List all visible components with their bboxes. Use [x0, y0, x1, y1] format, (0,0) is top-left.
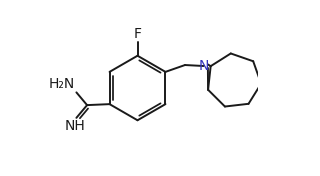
Text: NH: NH: [65, 119, 86, 133]
Text: F: F: [133, 27, 141, 41]
Text: H₂N: H₂N: [49, 77, 75, 91]
Text: N: N: [198, 59, 209, 73]
